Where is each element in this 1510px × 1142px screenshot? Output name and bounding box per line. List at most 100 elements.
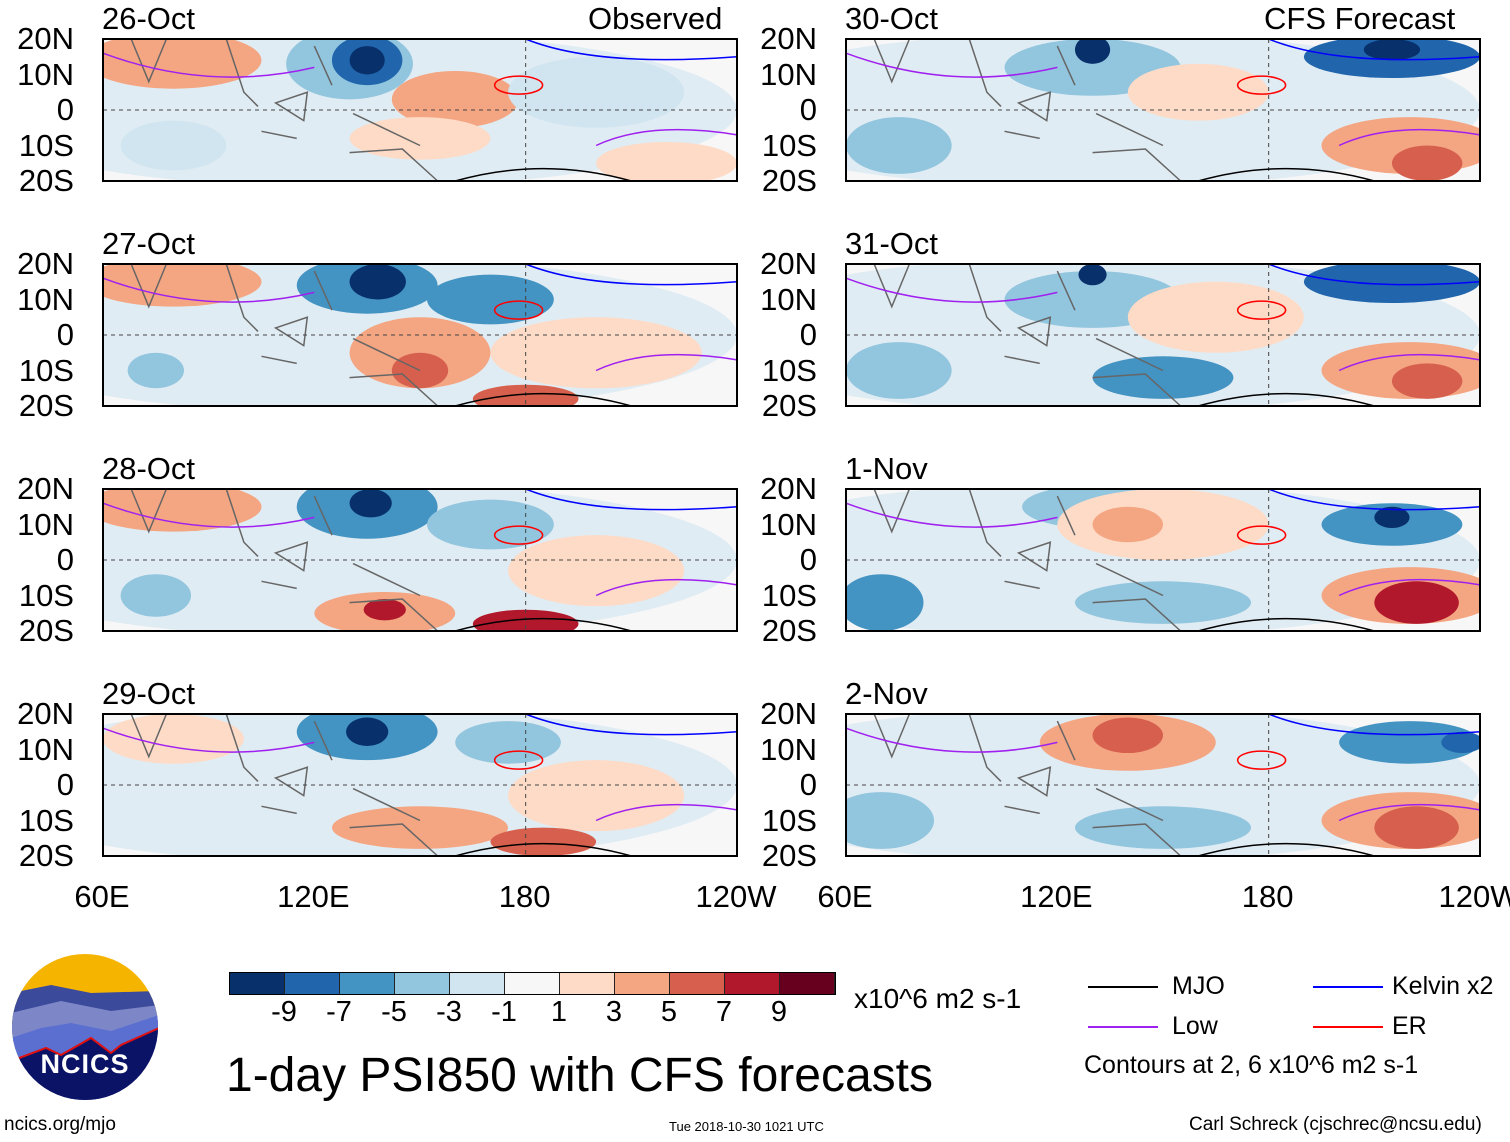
kelvin-contour [525,713,738,736]
panel-frame [845,263,1481,407]
anomaly-blob [120,120,227,171]
anomaly-blob [1127,281,1304,353]
low-contour [845,277,1058,303]
colorbar-tick: -5 [381,996,407,1028]
lat-label: 20N [17,21,74,56]
anomaly-field [845,713,1481,857]
lat-label: 0 [56,317,74,352]
colorbar-units: x10^6 m2 s-1 [854,983,1022,1014]
anomaly-blob [846,342,952,399]
colorbar-swatch [450,973,505,994]
figure-title: 1-day PSI850 with CFS forecasts [226,1049,933,1102]
panel-date: 26-Oct [102,1,196,36]
panel-frame [845,488,1481,632]
anomaly-blob [1374,506,1410,529]
lat-label: 20S [18,388,74,423]
lat-label: 20N [760,471,817,506]
anomaly-blob [1092,717,1163,754]
colorbar-swatch [725,973,780,994]
lat-label: 10S [18,127,74,163]
low-contour [1338,353,1481,372]
panel-frame [102,488,738,632]
coastline [130,38,439,182]
anomaly-blob [346,717,389,746]
low-contour [845,52,1058,78]
coastline [130,713,439,857]
anomaly-blob [349,489,392,518]
low-contour [1338,128,1481,147]
map-panel [845,38,1481,182]
anomaly-blob [1391,145,1463,181]
anomaly-blob [102,38,262,89]
map-svg [845,488,1481,632]
site-link[interactable]: ncics.org/mjo [4,1114,116,1135]
lat-label: 0 [56,92,74,127]
map-svg [102,263,738,407]
mjo-contour [1198,617,1375,632]
anomaly-blob [845,488,1480,632]
mjo-contour [455,392,632,407]
low-contour [845,727,1058,753]
anomaly-field [102,488,738,632]
low-contour [595,353,738,372]
legend-kelvin-line [1313,986,1383,988]
anomaly-field [102,713,738,857]
low-contour [1338,803,1481,822]
colorbar-tick: -9 [271,996,297,1028]
er-contour [1236,750,1287,770]
anomaly-blob [103,714,244,764]
anomaly-field [102,38,738,182]
anomaly-field [102,263,738,407]
kelvin-contour [525,38,738,61]
colorbar-swatch [340,973,395,994]
colorbar-tick: -1 [491,996,517,1028]
anomaly-blob [331,806,509,849]
anomaly-blob [490,317,702,389]
coastline [873,488,1182,632]
low-contour [102,502,315,528]
panel-date: 29-Oct [102,676,196,711]
lat-label: 0 [56,767,74,802]
anomaly-blob [845,713,1480,857]
ncics-logo: NCICS [11,953,159,1106]
anomaly-blob [427,499,554,550]
er-contour [1236,525,1287,545]
lon-label: 120E [277,879,350,914]
panel-date: 31-Oct [845,226,939,261]
low-contour [102,727,315,753]
anomaly-blob [1057,489,1269,560]
lat-label: 10N [17,506,74,542]
mjo-contour [1198,842,1375,857]
lat-label: 0 [799,92,817,127]
er-contour [1236,300,1287,320]
lat-label: 0 [799,542,817,577]
er-contour [493,750,544,770]
lon-label: 120W [695,879,777,914]
lat-label: 10N [760,56,817,92]
panel-date: 30-Oct [845,1,939,36]
lat-label: 0 [799,767,817,802]
lat-label: 10S [761,577,817,613]
kelvin-contour [1268,488,1481,511]
coastline [130,263,439,407]
anomaly-blob [1074,581,1252,624]
anomaly-blob [1391,363,1463,399]
credit: Carl Schreck (cjschrec@ncsu.edu) [1189,1114,1482,1135]
kelvin-contour [1268,263,1481,286]
panel-date: 2-Nov [845,676,928,711]
colorbar-swatch [285,973,340,994]
kelvin-contour [1268,38,1481,61]
low-contour [845,502,1058,528]
panel-frame [845,713,1481,857]
lat-label: 10N [760,506,817,542]
er-contour [493,525,544,545]
legend-kelvin: Kelvin x2 [1392,972,1494,1000]
kelvin-contour [525,263,738,286]
legend-mjo: MJO [1172,972,1225,1000]
colorbar-tick: -7 [326,996,352,1028]
anomaly-blob [1092,506,1163,543]
lat-label: 20N [17,471,74,506]
colorbar-tick: -3 [436,996,462,1028]
lat-label: 10S [761,127,817,163]
lat-label: 20S [18,838,74,873]
